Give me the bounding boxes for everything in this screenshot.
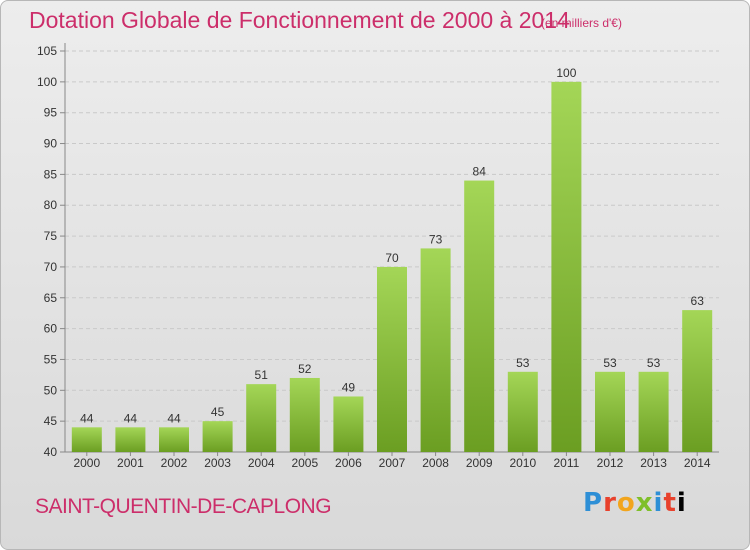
bar (507, 371, 538, 452)
bar (377, 266, 407, 452)
bar (638, 371, 669, 452)
x-tick-label: 2014 (684, 456, 711, 470)
data-label: 73 (429, 232, 443, 246)
x-tick-label: 2007 (379, 456, 406, 470)
data-label: 45 (211, 405, 225, 419)
x-tick-label: 2012 (597, 456, 624, 470)
chart-subtitle: (en milliers d'€) (541, 16, 622, 30)
x-tick-label: 2010 (509, 456, 536, 470)
y-tick-label: 95 (44, 106, 58, 120)
x-tick-label: 2006 (335, 456, 362, 470)
y-tick-label: 60 (44, 322, 58, 336)
bar-chart: 40 45 50 55 60 65 70 75 80 85 90 95 100 105 44 2000 44 20… (37, 43, 719, 470)
bar (464, 180, 495, 453)
bar (159, 427, 189, 452)
y-tick-label: 40 (44, 445, 58, 459)
data-label: 44 (167, 411, 181, 425)
data-label: 49 (342, 380, 356, 394)
y-tick-label: 85 (44, 167, 58, 181)
chart-title: Dotation Globale de Fonctionnement de 20… (29, 7, 570, 33)
data-label: 63 (691, 294, 705, 308)
data-label: 44 (124, 411, 138, 425)
bar (115, 427, 146, 452)
data-label: 51 (255, 368, 269, 382)
x-tick-label: 2008 (422, 456, 449, 470)
data-label: 70 (385, 251, 399, 265)
y-tick-label: 105 (37, 44, 57, 58)
city-name: SAINT-QUENTIN-DE-CAPLONG (35, 495, 332, 518)
data-label: 52 (298, 362, 312, 376)
y-tick-label: 50 (44, 383, 58, 397)
x-tick-label: 2002 (161, 456, 188, 470)
bar (289, 377, 320, 452)
data-label: 84 (473, 165, 487, 179)
data-label: 53 (603, 356, 617, 370)
bar (202, 421, 233, 452)
bar (551, 81, 582, 452)
x-tick-label: 2004 (248, 456, 275, 470)
y-tick-label: 75 (44, 229, 58, 243)
y-tick-label: 70 (44, 260, 58, 274)
data-label: 53 (647, 356, 661, 370)
y-tick-label: 80 (44, 198, 58, 212)
x-tick-label: 2005 (291, 456, 318, 470)
bar (595, 371, 625, 452)
x-tick-label: 2003 (204, 456, 231, 470)
x-tick-label: 2013 (640, 456, 667, 470)
y-tick-label: 100 (37, 75, 57, 89)
bar (333, 396, 364, 452)
x-tick-label: 2009 (466, 456, 493, 470)
data-label: 44 (80, 411, 94, 425)
x-tick-label: 2011 (553, 456, 579, 470)
data-label: 100 (556, 66, 576, 80)
data-label: 53 (516, 356, 530, 370)
bar (71, 427, 102, 452)
y-tick-label: 65 (44, 291, 58, 305)
y-tick-label: 90 (44, 137, 58, 151)
y-tick-label: 55 (44, 352, 58, 366)
bar (246, 384, 277, 452)
y-tick-label: 45 (44, 414, 58, 428)
proxiti-logo[interactable]: Proxiti (583, 488, 687, 518)
x-tick-label: 2001 (117, 456, 144, 470)
bar (420, 248, 451, 452)
x-tick-label: 2000 (73, 456, 100, 470)
bar (682, 310, 713, 452)
